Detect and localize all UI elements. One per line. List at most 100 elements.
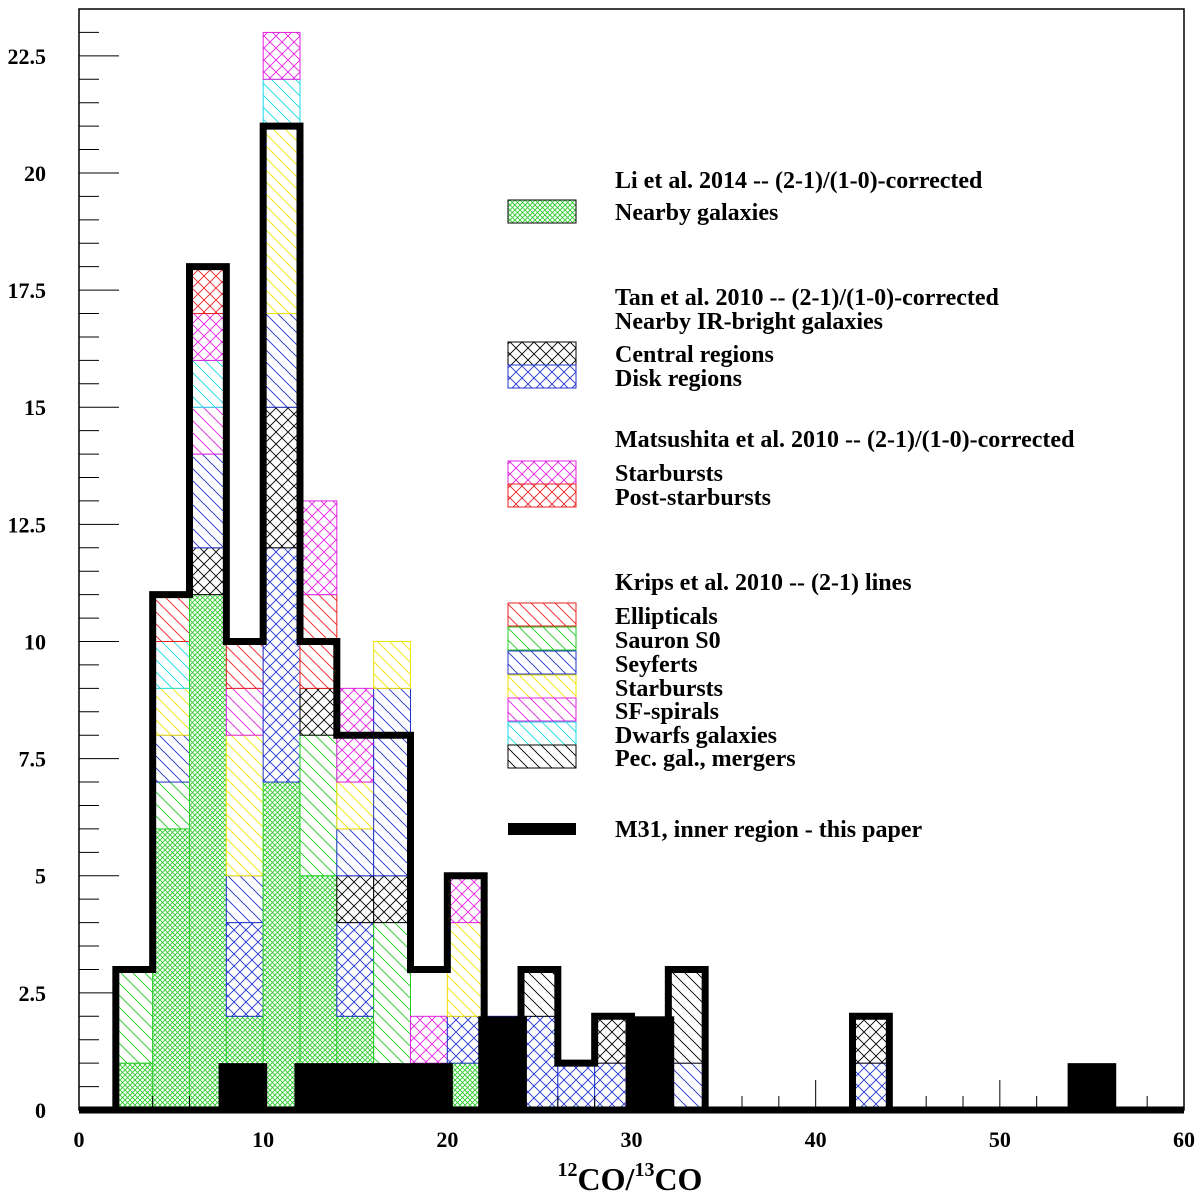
bar-segment-krips_s0-bin-6 [299,734,338,877]
legend-label-krips_s0: Sauron S0 [615,628,721,654]
bar-segment-li_nearby-bin-3 [189,594,227,1111]
bar-segment-krips_sey-bin-3 [189,453,227,549]
legend-label-m31: M31, inner region - this paper [615,817,922,843]
bar-segment-krips_sb-bin-4 [225,734,264,877]
bar-segment-krips_sb-bin-7 [336,781,375,830]
x-tick-label: 30 [621,1127,643,1152]
bar-segment-tan_disk-bin-13 [557,1062,596,1111]
bar-segment-krips_sey-bin-5 [262,313,301,408]
bar-segment-tan_central-bin-6 [299,687,338,736]
legend-heading-li: Li et al. 2014 -- (2-1)/(1-0)-corrected [615,168,983,194]
bar-segment-krips_ell-bin-2 [152,594,191,642]
m31-block-bar-0 [294,1063,335,1110]
y-tick-label: 20 [24,161,46,186]
legend-label-post-starbursts: Post-starbursts [615,485,771,511]
bar-segment-krips_sf-bin-4 [225,687,264,736]
y-tick-label: 17.5 [8,278,47,303]
x-tick-label: 10 [252,1127,274,1152]
bar-segment-krips_sey-bin-2 [152,734,191,783]
x-tick-label: 60 [1173,1127,1195,1152]
legend-label-nearby: Nearby galaxies [615,200,778,226]
legend-swatch-central [507,341,577,366]
bar-segment-krips_sb-bin-8 [373,640,411,689]
x-tick-label: 0 [74,1127,85,1152]
legend-swatch-krips_s0 [507,626,577,651]
bar-segment-tan_central-bin-7 [336,875,375,924]
y-tick-label: 12.5 [8,512,47,537]
bar-segment-mat_sb-bin-9 [410,1015,448,1064]
m31-bar-2 [478,1016,527,1110]
x-title-co-1: CO/ [578,1161,636,1195]
legend-heading-matsushita: Matsushita et al. 2010 -- (2-1)/(1-0)-co… [615,427,1075,453]
legend-swatch-krips_dw [507,721,577,746]
bar-segment-krips_s0-bin-1 [115,968,154,1064]
y-tick-label: 22.5 [8,44,47,69]
x-tick-label: 50 [989,1127,1011,1152]
legend-heading-krips: Krips et al. 2010 -- (2-1) lines [615,570,912,596]
bar-segment-mat_sb-bin-3 [189,313,227,361]
legend-swatch-mat-starbursts [507,460,577,485]
axes: 0 10 20 30 40 50 60 0 2.5 5 7.5 10 12.5 15 17.5 20 22.5 [8,8,1195,1152]
bar-segment-mat_sb-bin-5 [262,31,301,80]
x-tick-label: 40 [805,1127,827,1152]
bar-segment-tan_disk-bin-7 [336,922,375,1017]
x-title-sup-12: 12 [558,1159,578,1181]
bar-segment-tan_central-bin-3 [189,547,227,596]
y-tick-label: 10 [24,629,46,654]
m31-block-bar-2 [375,1063,417,1110]
bar-segment-tan_disk-bin-5 [262,547,301,783]
bar-segment-tan_central-bin-21 [852,1015,890,1064]
bar-segment-li_nearby-bin-5 [262,781,301,1111]
legend-swatch-krips_sf [507,697,577,722]
m31-bar-4 [1067,1063,1117,1110]
legend-label-disk: Disk regions [615,366,742,392]
x-axis-title: 12CO/13CO [558,1159,703,1195]
y-tick-label: 15 [24,395,46,420]
bar-segment-krips_sb-bin-2 [152,687,191,736]
legend-label-central: Central regions [615,342,774,368]
bar-segment-mat_post-bin-3 [189,266,227,315]
x-title-sup-13: 13 [634,1159,654,1181]
x-title-co-2: CO [654,1161,702,1195]
legend-label-krips_pec: Pec. gal., mergers [615,746,796,772]
bar-segment-krips_sb-bin-5 [262,125,301,315]
bar-segment-krips_sb-bin-10 [446,922,485,1017]
bar-segment-krips_sey-bin-4 [225,875,264,924]
legend-subheading-tan: Nearby IR-bright galaxies [615,309,883,335]
y-tick-label: 2.5 [19,981,47,1006]
legend-label-krips_dw: Dwarfs galaxies [615,723,777,749]
bar-segment-krips_dw-bin-2 [152,640,191,689]
legend-label-krips_sf: SF-spirals [615,699,719,725]
bar-segment-krips_s0-bin-2 [152,781,191,830]
m31-block-bar-1 [331,1063,372,1110]
bar-segment-tan_disk-bin-4 [225,922,264,1017]
bar-segment-krips_sey-bin-8 [373,687,411,877]
bar-segment-mat_sb-bin-6 [299,500,338,596]
legend-swatch-krips_pec [507,744,577,769]
legend-swatch-nearby [507,199,577,224]
y-tick-label: 5 [35,864,46,889]
y-tick-label: 0 [35,1098,46,1123]
legend-swatch-krips_ell [507,602,577,627]
legend-swatch-disk [507,364,577,389]
x-tick-label: 20 [436,1127,458,1152]
bar-segment-krips_sey-bin-7 [336,828,375,877]
legend-label-krips_ell: Ellipticals [615,604,718,630]
legend-heading-tan: Tan et al. 2010 -- (2-1)/(1-0)-corrected [615,285,1000,311]
bar-segment-tan_disk-bin-21 [852,1062,890,1111]
legend: Li et al. 2014 -- (2-1)/(1-0)-corrected N… [507,168,1075,843]
m31-bar-3 [625,1016,675,1110]
legend-label-krips_sb: Starbursts [615,676,723,702]
m31-block-bar-3 [412,1063,453,1110]
legend-swatch-m31 [508,823,576,835]
bar-segment-tan_disk-bin-14 [594,1062,633,1111]
legend-swatch-post-starbursts [507,483,577,508]
bar-segment-krips_sf-bin-3 [189,406,227,455]
legend-swatch-krips_sey [507,650,577,675]
bar-segment-tan_central-bin-5 [262,406,301,549]
bar-segment-mat_sb-bin-10 [446,875,485,924]
y-tick-label: 7.5 [19,747,47,772]
bar-segment-krips_pec-bin-12 [520,968,559,1017]
bar-segment-li_nearby-bin-1 [115,1062,154,1111]
